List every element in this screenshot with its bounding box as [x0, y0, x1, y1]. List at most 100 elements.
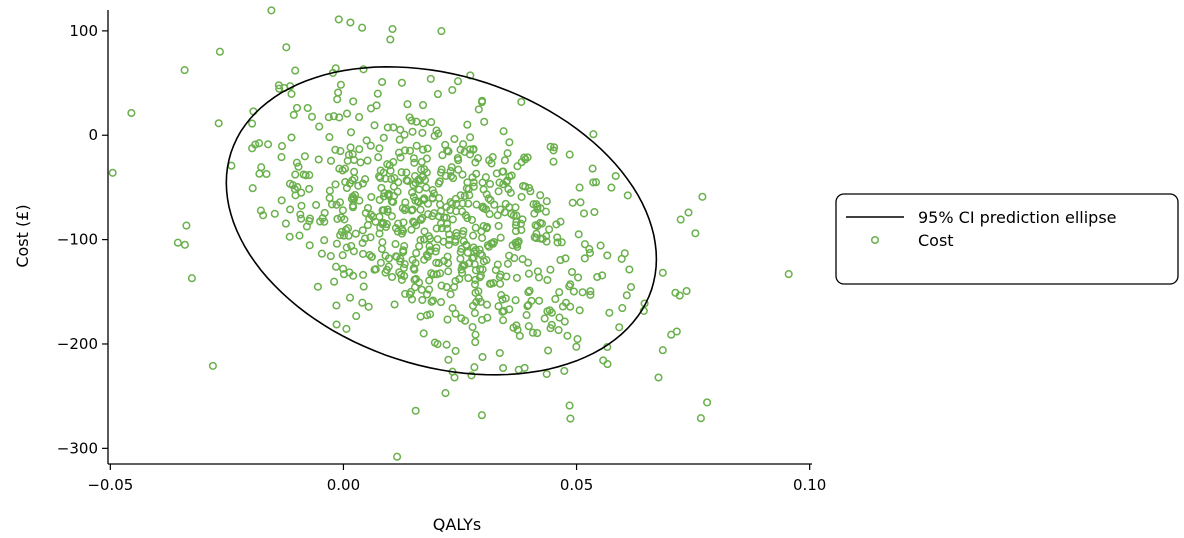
data-point: [432, 224, 441, 233]
data-point: [418, 128, 427, 137]
data-point: [580, 240, 589, 249]
data-point: [551, 295, 560, 304]
data-point: [508, 241, 517, 250]
data-point: [173, 238, 182, 247]
legend-label-ellipse: 95% CI prediction ellipse: [918, 208, 1117, 227]
data-point: [522, 311, 531, 320]
data-point: [460, 261, 469, 270]
data-point: [576, 198, 585, 207]
data-point: [469, 231, 478, 240]
data-point: [588, 164, 597, 173]
data-point: [363, 156, 372, 165]
data-point: [569, 287, 578, 296]
data-point: [607, 183, 616, 192]
data-point: [585, 245, 594, 254]
data-point: [399, 263, 408, 273]
data-point: [434, 259, 443, 268]
data-point: [433, 90, 442, 99]
data-point: [359, 282, 368, 291]
data-point: [108, 168, 117, 177]
data-point: [476, 271, 485, 280]
data-point: [529, 200, 538, 209]
data-point: [498, 307, 507, 316]
data-point: [270, 209, 279, 218]
data-point: [465, 145, 475, 154]
data-point: [410, 283, 420, 292]
data-point: [422, 154, 431, 163]
data-point: [437, 27, 446, 36]
data-point: [410, 158, 419, 167]
data-point: [523, 302, 532, 311]
data-point: [412, 117, 421, 126]
data-point: [560, 317, 569, 326]
data-point: [459, 140, 468, 149]
data-point: [287, 133, 296, 142]
data-point: [422, 290, 432, 299]
data-point: [388, 24, 397, 34]
data-point: [384, 262, 393, 271]
data-point: [352, 312, 361, 321]
data-point: [417, 165, 426, 174]
data-point: [473, 154, 483, 163]
data-point: [498, 167, 507, 176]
data-point: [331, 145, 340, 154]
data-point: [356, 158, 365, 167]
legend-box: [835, 193, 1179, 285]
data-point: [434, 212, 443, 221]
data-point: [427, 297, 436, 306]
data-point: [338, 206, 347, 215]
data-point: [488, 153, 497, 162]
data-point: [358, 179, 367, 188]
data-point: [676, 215, 685, 224]
data-point: [259, 211, 268, 220]
data-point: [499, 316, 508, 325]
data-point: [317, 249, 326, 258]
data-point: [467, 371, 476, 380]
data-point: [524, 269, 533, 278]
data-point: [313, 282, 322, 291]
data-point: [479, 257, 488, 266]
data-point: [446, 290, 455, 299]
data-point: [305, 184, 314, 193]
data-point: [436, 298, 446, 307]
data-point: [418, 145, 428, 154]
data-point: [379, 133, 388, 142]
data-point: [524, 288, 533, 297]
data-point: [586, 290, 595, 299]
data-point: [459, 237, 468, 246]
data-point: [180, 240, 189, 249]
data-point: [325, 133, 334, 142]
data-point: [444, 355, 453, 364]
data-point: [528, 328, 537, 337]
data-point: [498, 295, 507, 304]
data-point: [320, 236, 329, 245]
data-point: [264, 140, 273, 149]
data-point: [415, 176, 425, 185]
legend-label-cost: Cost: [918, 231, 954, 250]
data-point: [611, 171, 620, 181]
data-point: [505, 305, 514, 314]
data-point: [438, 151, 447, 160]
data-point: [389, 123, 398, 132]
data-point: [625, 265, 634, 274]
data-point: [503, 259, 512, 268]
data-point: [262, 169, 271, 179]
data-point: [466, 133, 475, 142]
data-point: [275, 84, 284, 93]
data-point: [400, 271, 409, 281]
data-point: [388, 272, 397, 282]
data-point: [654, 373, 663, 382]
data-point: [460, 191, 469, 201]
x-ticks: −0.05 0.00 0.05 0.10: [87, 464, 826, 494]
data-point: [331, 262, 341, 271]
data-point: [565, 282, 574, 291]
data-point: [368, 212, 378, 221]
data-point: [469, 144, 478, 154]
data-point: [565, 401, 574, 410]
data-point: [331, 180, 340, 189]
data-point: [474, 105, 483, 114]
data-point: [599, 356, 608, 365]
data-point: [443, 252, 452, 261]
data-point: [416, 312, 425, 321]
data-point: [343, 224, 353, 233]
